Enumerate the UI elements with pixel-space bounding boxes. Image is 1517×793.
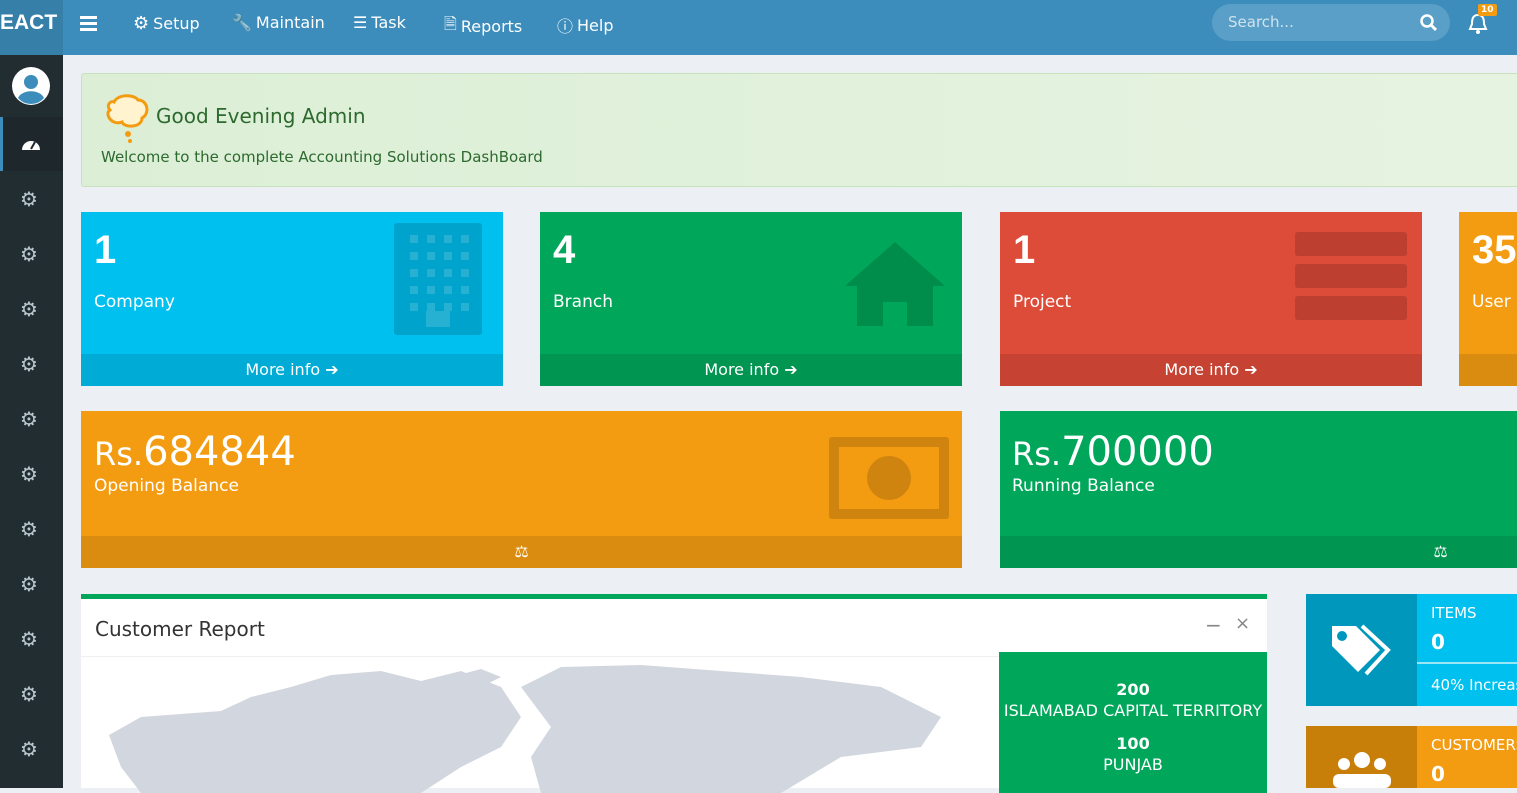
menu-label: Reports: [460, 17, 523, 36]
info-box: CUSTOMERS 0: [1306, 726, 1517, 788]
collapse-button[interactable]: −: [1205, 613, 1222, 637]
greeting-subtitle: Welcome to the complete Accounting Solut…: [101, 148, 543, 166]
nav-item[interactable]: ⚙: [20, 462, 38, 486]
menu-label: Maintain: [255, 13, 325, 32]
menu-item[interactable]: 🔧 Maintain: [232, 13, 325, 32]
more-info-link[interactable]: More info: [245, 360, 321, 379]
greeting-callout: Good Evening Admin Welcome to the comple…: [81, 73, 1517, 187]
customer-report: Customer Report − × 200 ISLAMABAD CAPITA…: [81, 594, 1267, 793]
money-icon: [829, 437, 949, 519]
world-map: [109, 665, 941, 793]
balance-amount: Rs.700000: [1012, 429, 1214, 475]
divider: [81, 656, 1267, 657]
nav-item[interactable]: ⚙: [20, 572, 38, 596]
balance-footer[interactable]: ⚖: [1000, 536, 1517, 568]
info-box: ITEMS 0 40% Increase: [1306, 594, 1517, 706]
region-name: ISLAMABAD CAPITAL TERRITORY: [1003, 701, 1263, 720]
balance-label: Opening Balance: [94, 476, 239, 496]
stat-icon: [394, 223, 482, 335]
menu-label: Setup: [153, 14, 200, 33]
nav-item[interactable]: ⚙: [20, 517, 38, 541]
nav-item[interactable]: ⚙: [20, 187, 38, 211]
nav-item[interactable]: ⚙: [20, 352, 38, 376]
close-button[interactable]: ×: [1235, 613, 1251, 634]
stat-label: Branch: [553, 292, 613, 312]
more-info-link[interactable]: More info: [1164, 360, 1240, 379]
region-count: 200: [1116, 680, 1150, 699]
stat-box: 4 Branch More info ➔: [540, 212, 962, 386]
stat-value: 1: [94, 228, 117, 272]
notifications[interactable]: [1467, 12, 1489, 36]
menu-item[interactable]: ⓘ Help: [557, 15, 614, 37]
region-count: 100: [1116, 734, 1150, 753]
search-placeholder: Search...: [1228, 13, 1294, 31]
search-icon: [1420, 14, 1438, 32]
stat-box: 1 Project More info ➔: [1000, 212, 1422, 386]
greeting-icon: [106, 94, 149, 143]
currency: Rs.: [1012, 435, 1062, 473]
region-panel: 200 ISLAMABAD CAPITAL TERRITORY 100 PUNJ…: [999, 652, 1267, 793]
stat-footer[interactable]: [1459, 354, 1517, 386]
stat-box: 35 User: [1459, 212, 1517, 386]
stat-icon: [845, 242, 945, 326]
stat-label: User: [1472, 292, 1511, 312]
stat-label: Project: [1013, 292, 1072, 312]
stat-value: 4: [553, 228, 576, 272]
stat-footer[interactable]: More info ➔: [81, 354, 503, 386]
tag-icon: [1332, 624, 1391, 676]
stat-box: 1 Company More info ➔: [81, 212, 503, 386]
balance-value: 700000: [1061, 429, 1214, 475]
balance-label: Running Balance: [1012, 476, 1155, 496]
greeting-title: Good Evening Admin: [156, 104, 366, 128]
nav-item[interactable]: ⚙: [20, 737, 38, 761]
nav-item[interactable]: ⚙: [20, 682, 38, 706]
info-value: 0: [1431, 762, 1445, 786]
menu-label: Help: [577, 15, 614, 35]
stat-footer[interactable]: More info ➔: [540, 354, 962, 386]
report-title: Customer Report: [95, 617, 265, 641]
info-note: 40% Increase: [1431, 676, 1517, 694]
nav-item[interactable]: ⚙: [20, 627, 38, 651]
menu-item[interactable]: ⚙ Setup: [133, 13, 200, 34]
notification-count: 10: [1478, 4, 1497, 16]
stat-label: Company: [94, 292, 175, 312]
balance-box: Rs.684844 Opening Balance ⚖: [81, 411, 962, 568]
info-value: 0: [1431, 630, 1445, 654]
balance-amount: Rs.684844: [94, 429, 296, 475]
stat-footer[interactable]: More info ➔: [1000, 354, 1422, 386]
balance-value: 684844: [143, 429, 296, 475]
progress: [1417, 662, 1517, 664]
nav-item[interactable]: ⚙: [20, 297, 38, 321]
more-info-link[interactable]: More info: [704, 360, 780, 379]
balance-footer[interactable]: ⚖: [81, 536, 962, 568]
menu-item[interactable]: ☰ Task: [353, 13, 406, 32]
stat-value: 1: [1013, 228, 1036, 272]
users-icon: [1333, 752, 1391, 788]
currency: Rs.: [94, 435, 144, 473]
sidebar: [0, 55, 63, 788]
info-label: CUSTOMERS: [1431, 736, 1517, 754]
info-label: ITEMS: [1431, 604, 1477, 622]
dashboard-icon: [22, 141, 40, 150]
info-icon-area: [1306, 726, 1417, 788]
nav-item[interactable]: ⚙: [20, 407, 38, 431]
stat-icon: [1295, 232, 1407, 320]
menu-item[interactable]: 🗎 Reports: [444, 14, 523, 36]
region-name: PUNJAB: [1103, 755, 1163, 774]
stat-value: 35: [1472, 228, 1517, 272]
brand[interactable]: EACT: [0, 0, 63, 55]
balance-box: Rs.700000 Running Balance ⚖: [1000, 411, 1517, 568]
avatar[interactable]: [12, 67, 50, 105]
info-icon-area: [1306, 594, 1417, 706]
nav-item[interactable]: ⚙: [20, 242, 38, 266]
menu-label: Task: [371, 13, 406, 32]
search-box[interactable]: Search...: [1212, 4, 1450, 41]
menu-toggle[interactable]: [80, 15, 98, 31]
